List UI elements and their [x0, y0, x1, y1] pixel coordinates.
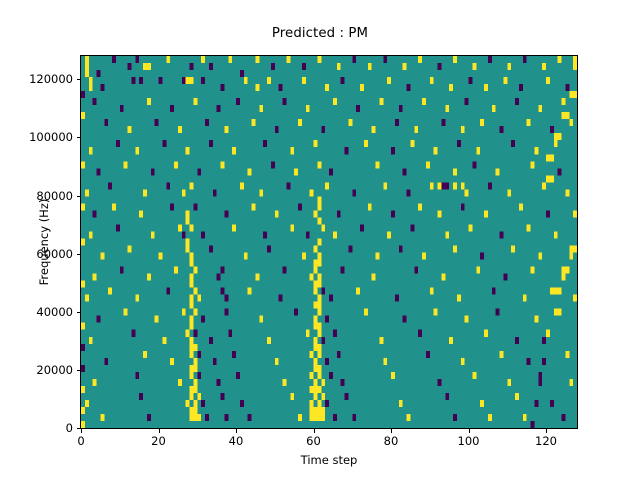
y-tick-label: 60000	[36, 246, 73, 261]
y-tick-mark	[77, 137, 81, 139]
x-axis-label: Time step	[300, 453, 358, 467]
y-axis-label: Frequency (Hz)	[37, 198, 51, 286]
x-tick-mark	[468, 429, 470, 433]
x-tick-label: 100	[457, 434, 480, 448]
x-tick-label: 0	[77, 434, 85, 448]
x-tick-label: 120	[535, 434, 557, 448]
x-tick-label: 20	[151, 434, 166, 448]
y-tick-mark	[77, 428, 81, 429]
x-tick-label: 80	[383, 434, 399, 448]
y-tick-label: 80000	[36, 188, 73, 203]
y-tick-label: 120000	[29, 72, 73, 87]
y-tick-label: 0	[65, 421, 73, 435]
heatmap-image[interactable]	[81, 56, 577, 428]
y-tick-label: 100000	[29, 130, 73, 145]
y-tick-mark	[77, 253, 81, 255]
x-tick-mark	[546, 429, 547, 433]
y-tick-mark	[77, 79, 81, 81]
x-tick-mark	[236, 429, 237, 433]
y-tick-label: 40000	[36, 304, 73, 319]
x-tick-mark	[81, 429, 82, 433]
heatmap-axes[interactable]	[80, 55, 578, 429]
x-tick-mark	[391, 429, 392, 433]
x-tick-mark	[313, 429, 315, 433]
y-tick-label: 20000	[36, 362, 73, 377]
x-tick-mark	[158, 429, 160, 433]
x-tick-label: 60	[306, 434, 321, 448]
y-tick-mark	[77, 311, 81, 313]
y-tick-mark	[77, 369, 81, 371]
x-tick-label: 40	[228, 434, 244, 448]
y-tick-mark	[77, 195, 81, 197]
page-title: Predicted : PM	[271, 26, 369, 41]
